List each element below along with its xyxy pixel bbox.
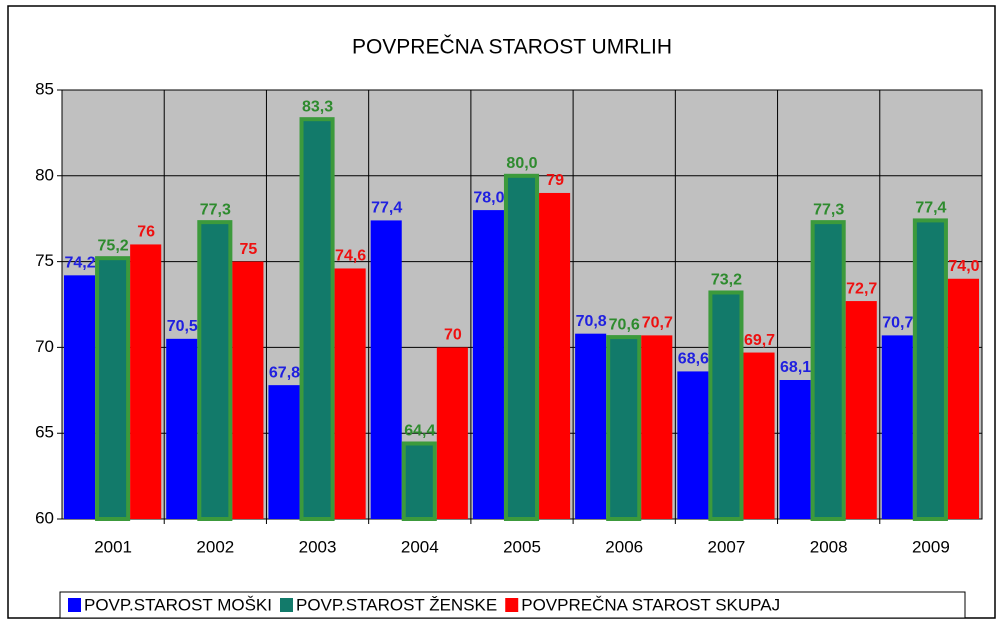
bar bbox=[268, 385, 300, 519]
value-label: 70,7 bbox=[642, 315, 673, 332]
bar bbox=[503, 173, 540, 522]
value-label: 64,4 bbox=[404, 423, 435, 440]
value-label: 78,0 bbox=[473, 189, 504, 206]
value-label: 74,6 bbox=[335, 248, 366, 265]
value-label: 70,7 bbox=[882, 315, 913, 332]
value-label: 77,3 bbox=[813, 201, 844, 218]
y-tick-label: 75 bbox=[35, 251, 54, 270]
bar bbox=[947, 278, 979, 519]
value-label: 67,8 bbox=[269, 364, 300, 381]
bar bbox=[606, 335, 642, 521]
bar bbox=[130, 244, 162, 519]
legend-label: POVPREČNA STAROST SKUPAJ bbox=[521, 595, 780, 614]
bar bbox=[334, 268, 366, 519]
value-label: 74,2 bbox=[64, 255, 95, 272]
x-tick-label: 2002 bbox=[196, 537, 234, 556]
x-tick-label: 2009 bbox=[912, 537, 950, 556]
legend-swatch bbox=[68, 598, 81, 612]
x-tick-label: 2005 bbox=[503, 537, 541, 556]
bar bbox=[436, 347, 468, 519]
legend-label: POVP.STAROST MOŠKI bbox=[84, 595, 272, 614]
x-tick-label: 2006 bbox=[605, 537, 643, 556]
value-label: 80,0 bbox=[506, 155, 537, 172]
legend-swatch bbox=[280, 598, 293, 612]
value-label: 70,8 bbox=[576, 313, 607, 330]
value-label: 77,4 bbox=[371, 200, 402, 217]
bar bbox=[401, 441, 437, 521]
value-label: 68,1 bbox=[780, 359, 811, 376]
bar bbox=[539, 192, 571, 519]
value-label: 77,3 bbox=[200, 201, 231, 218]
bar bbox=[95, 256, 131, 521]
value-label: 79 bbox=[546, 172, 564, 189]
y-tick-label: 85 bbox=[35, 79, 54, 98]
value-label: 70,5 bbox=[167, 318, 198, 335]
value-label: 72,7 bbox=[846, 280, 877, 297]
bar bbox=[677, 371, 709, 519]
bar bbox=[299, 117, 335, 521]
x-tick-label: 2003 bbox=[299, 537, 337, 556]
value-label: 75 bbox=[240, 241, 258, 258]
value-label: 76 bbox=[137, 224, 155, 241]
bar bbox=[779, 380, 811, 519]
bar bbox=[166, 338, 198, 519]
value-label: 75,2 bbox=[98, 237, 129, 254]
value-label: 69,7 bbox=[744, 332, 775, 349]
y-tick-label: 80 bbox=[35, 165, 54, 184]
value-label: 74,0 bbox=[948, 258, 979, 275]
value-label: 73,2 bbox=[711, 272, 742, 289]
bar bbox=[472, 210, 504, 519]
bar bbox=[810, 220, 846, 522]
bar bbox=[575, 333, 607, 519]
x-tick-label: 2008 bbox=[810, 537, 848, 556]
bar bbox=[881, 335, 913, 519]
x-tick-label: 2001 bbox=[94, 537, 132, 556]
x-tick-label: 2004 bbox=[401, 537, 439, 556]
chart-title: POVPREČNA STAROST UMRLIH bbox=[352, 36, 672, 59]
legend-swatch bbox=[505, 598, 519, 612]
bar bbox=[845, 301, 877, 519]
y-tick-label: 60 bbox=[35, 508, 54, 527]
bar bbox=[232, 261, 264, 519]
bar bbox=[641, 335, 673, 519]
value-label: 68,6 bbox=[678, 351, 709, 368]
bar bbox=[197, 220, 233, 522]
value-label: 83,3 bbox=[302, 98, 333, 115]
value-label: 77,4 bbox=[915, 200, 946, 217]
y-tick-label: 65 bbox=[35, 423, 54, 442]
bar bbox=[370, 220, 402, 519]
x-tick-label: 2007 bbox=[708, 537, 746, 556]
bar bbox=[743, 352, 775, 519]
value-label: 70 bbox=[444, 327, 462, 344]
bar bbox=[912, 218, 948, 522]
y-tick-label: 70 bbox=[35, 337, 54, 356]
bar bbox=[708, 290, 744, 521]
value-label: 70,6 bbox=[609, 316, 640, 333]
legend-label: POVP.STAROST ŽENSKE bbox=[296, 595, 497, 614]
bar bbox=[64, 275, 96, 519]
